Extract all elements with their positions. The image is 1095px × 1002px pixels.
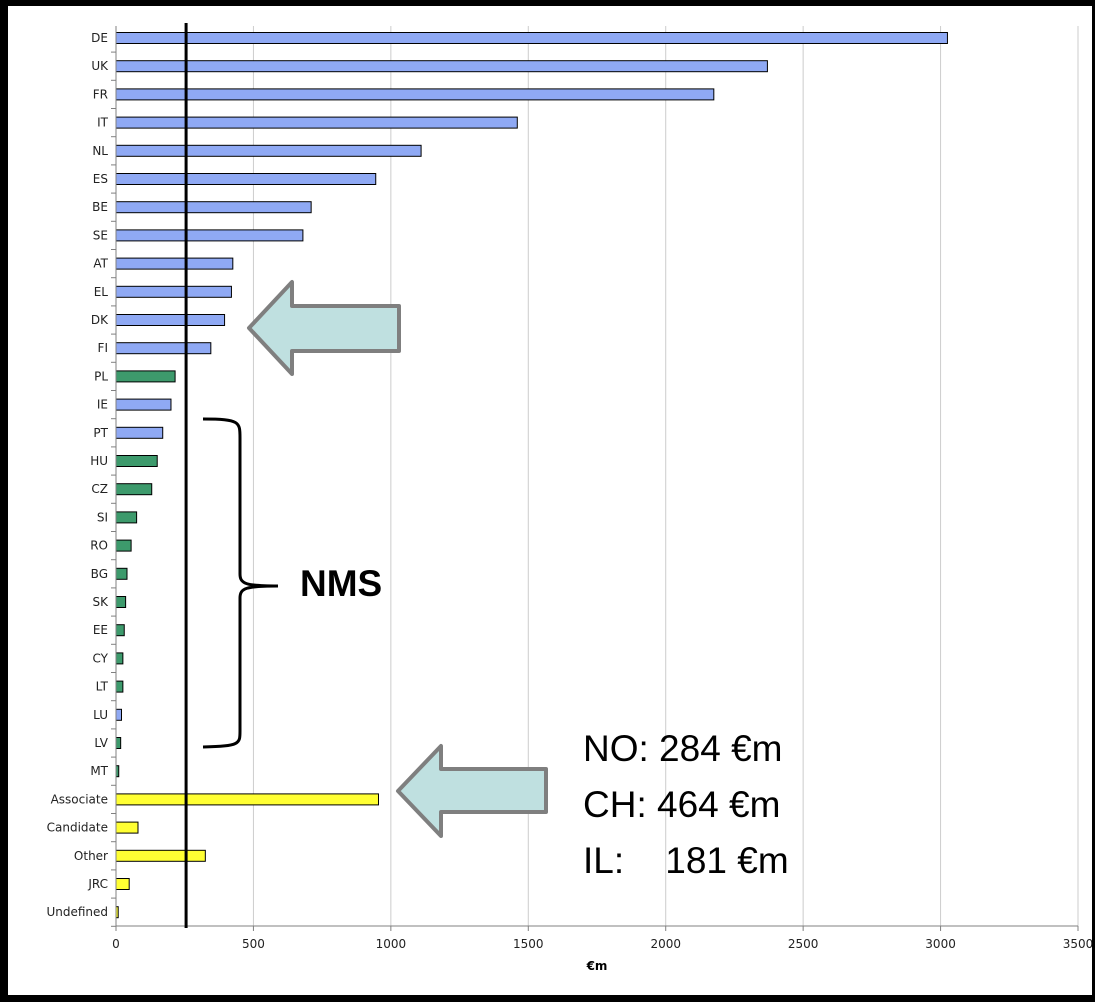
category-label-candidate: Candidate	[47, 821, 108, 835]
category-label-de: DE	[91, 31, 108, 45]
arrow-pointing-left-associate	[396, 744, 548, 838]
bar-uk	[115, 60, 768, 73]
x-tick-label: 500	[242, 937, 265, 951]
bar-associate	[115, 793, 379, 806]
category-label-bg: BG	[91, 567, 108, 581]
bar-ee	[115, 624, 125, 637]
category-label-lv: LV	[94, 736, 108, 750]
category-label-be: BE	[92, 200, 108, 214]
bar-fi	[115, 342, 212, 355]
bar-se	[115, 229, 304, 242]
category-label-si: SI	[97, 510, 108, 524]
callout-line-ch: CH: 464 €m	[583, 784, 780, 825]
category-label-pt: PT	[93, 426, 108, 440]
bar-pl	[115, 370, 176, 383]
category-label-es: ES	[93, 172, 108, 186]
bar-hu	[115, 455, 158, 467]
bar-candidate	[115, 821, 139, 834]
category-label-undefined: Undefined	[46, 905, 108, 919]
bar-ie	[115, 398, 172, 411]
category-label-sk: SK	[93, 595, 110, 609]
category-label-dk: DK	[91, 313, 109, 327]
bar-lt	[115, 680, 124, 693]
x-tick-label: 3000	[925, 937, 956, 951]
x-tick-label: 3500	[1063, 937, 1092, 951]
category-label-hu: HU	[90, 454, 108, 468]
bar-at	[115, 257, 234, 270]
x-tick-label: 2500	[788, 937, 819, 951]
bar-fr	[115, 88, 715, 101]
category-label-se: SE	[93, 228, 108, 242]
category-label-cz: CZ	[91, 482, 108, 496]
x-tick-label: 1500	[513, 937, 544, 951]
category-label-lu: LU	[93, 708, 108, 722]
chart-frame: 0 500 1000 1500 2000 2500 3000 3500 DE UK FR IT NL E…	[8, 6, 1092, 995]
category-label-it: IT	[97, 116, 109, 130]
bar-bg	[115, 567, 128, 580]
category-label-pl: PL	[94, 369, 108, 383]
bar-lu	[115, 708, 122, 721]
category-label-el: EL	[94, 285, 109, 299]
category-label-other: Other	[74, 849, 108, 863]
bar-cy	[115, 652, 124, 665]
bar-chart: 0 500 1000 1500 2000 2500 3000 3500 DE UK FR IT NL E…	[46, 23, 1092, 973]
category-label-lt: LT	[96, 680, 109, 694]
category-label-fr: FR	[93, 87, 108, 101]
x-axis-ticks: 0 500 1000 1500 2000 2500 3000 3500	[112, 926, 1092, 951]
x-axis-title: €m	[586, 959, 608, 973]
x-tick-label: 1000	[376, 937, 407, 951]
category-label-fi: FI	[98, 341, 108, 355]
bar-it	[115, 116, 518, 129]
axes	[115, 26, 1078, 927]
category-label-ee: EE	[93, 623, 108, 637]
callout-line-il: IL: 181 €m	[583, 840, 789, 881]
x-tick-label: 0	[112, 937, 120, 951]
category-label-ie: IE	[97, 398, 108, 412]
bar-de	[115, 32, 948, 44]
callout-line-no: NO: 284 €m	[583, 728, 782, 769]
category-label-mt: MT	[90, 764, 108, 778]
bar-cz	[115, 483, 153, 496]
nms-brace	[202, 417, 279, 749]
bar-sk	[115, 596, 127, 608]
category-label-ro: RO	[90, 539, 108, 553]
category-label-jrc: JRC	[87, 877, 108, 891]
nms-label: NMS	[300, 563, 382, 604]
bar-lv	[115, 737, 122, 749]
arrow-pointing-left-eu15	[247, 280, 401, 376]
gridlines	[252, 26, 1079, 926]
category-label-nl: NL	[92, 144, 108, 158]
bar-es	[115, 173, 377, 185]
x-tick-label: 2000	[650, 937, 681, 951]
bar-ro	[115, 539, 132, 552]
bars	[115, 32, 948, 919]
category-labels: DE UK FR IT NL ES BE SE AT EL DK FI PL IE PT HU CZ SI RO BG…	[46, 31, 116, 927]
bar-pt	[115, 426, 164, 439]
bar-dk	[115, 314, 226, 326]
category-label-uk: UK	[91, 59, 109, 73]
bar-other	[115, 849, 206, 862]
bar-si	[115, 511, 138, 524]
bar-el	[115, 285, 232, 298]
category-label-at: AT	[93, 257, 108, 271]
category-label-associate: Associate	[51, 792, 108, 806]
category-label-cy: CY	[93, 651, 109, 665]
bar-nl	[115, 144, 422, 157]
bar-be	[115, 201, 312, 214]
bar-jrc	[115, 878, 130, 890]
